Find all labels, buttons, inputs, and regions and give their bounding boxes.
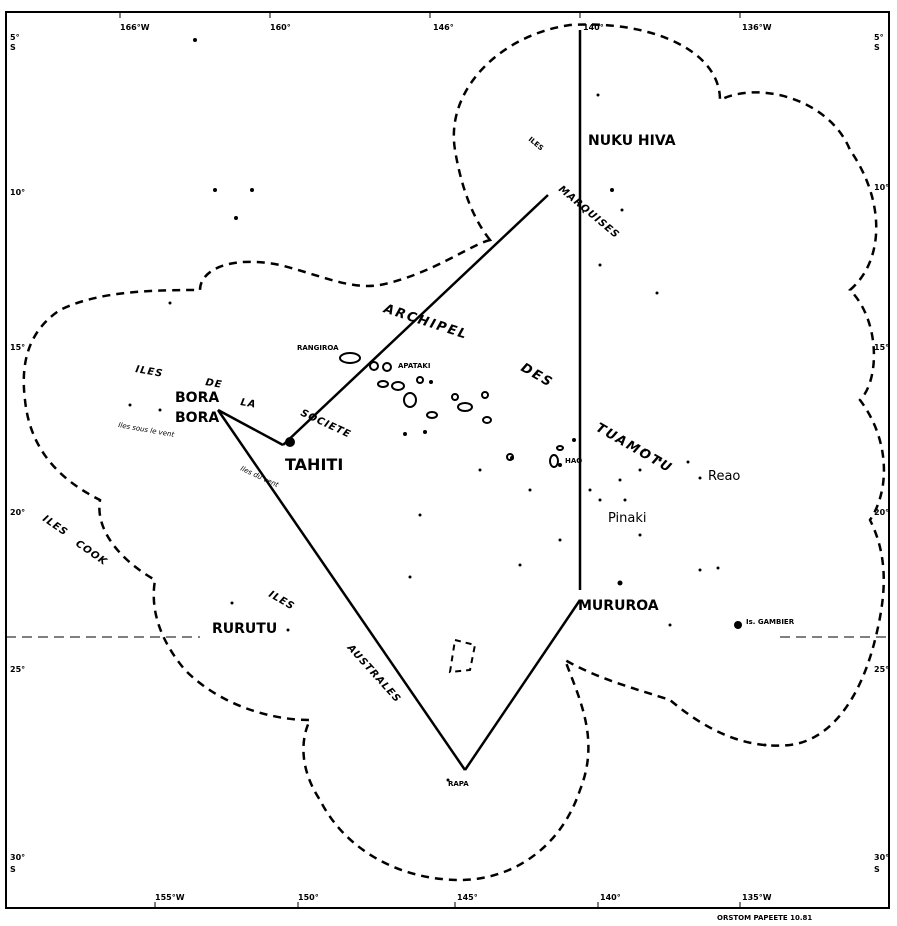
label-pinaki: Pinaki <box>608 511 647 526</box>
label-iles-sous-le-vent: Iles sous le vent <box>118 421 175 439</box>
tick-top-3: 146° <box>433 23 454 32</box>
tick-left-s2: S <box>10 865 16 874</box>
tick-top-4: 140° <box>583 23 604 32</box>
tick-right-5: 5° <box>874 33 884 42</box>
label-iles-cook-1: ILES <box>40 513 69 538</box>
tick-bottom-1: 155°W <box>155 893 185 902</box>
label-iles-marquises-2: MARQUISES <box>556 184 621 241</box>
tick-bottom-5: 135°W <box>742 893 772 902</box>
eez-boundary <box>22 23 886 882</box>
tick-right-30: 30° <box>874 853 889 862</box>
label-iles-du-vent: Iles du vent <box>239 465 280 490</box>
tick-right-25: 25° <box>874 665 889 674</box>
tick-bottom-3: 145° <box>457 893 478 902</box>
label-societe-1: ILES <box>134 364 164 380</box>
label-hao: HAO <box>565 457 582 465</box>
island-markers <box>128 38 767 782</box>
tick-top-5: 136°W <box>742 23 772 32</box>
tick-bottom-4: 140° <box>600 893 621 902</box>
tick-right-s: S <box>874 43 880 52</box>
tick-left-25: 25° <box>10 665 25 674</box>
tick-left-15: 15° <box>10 343 25 352</box>
tick-right-15: 15° <box>874 343 889 352</box>
label-tuamotu: TUAMOTU <box>593 420 675 476</box>
tick-right-20: 20° <box>874 508 889 517</box>
label-bora-2: BORA <box>175 410 219 426</box>
tick-left-20: 20° <box>10 508 25 517</box>
label-rurutu: RURUTU <box>212 621 277 637</box>
tick-top-2: 160° <box>270 23 291 32</box>
label-iles-marquises-1: ILES <box>527 135 545 152</box>
label-apataki: APATAKI <box>398 362 430 370</box>
tick-left-10: 10° <box>10 188 25 197</box>
tick-right-10: 10° <box>874 183 889 192</box>
label-rapa: RAPA <box>448 780 469 788</box>
map-credit: ORSTOM PAPEETE 10.81 <box>717 914 812 922</box>
label-iles-cook-2: COOK <box>73 538 109 568</box>
map-border <box>5 11 890 909</box>
route-lines <box>216 30 582 771</box>
tick-bottom-2: 150° <box>298 893 319 902</box>
label-archipel: ARCHIPEL <box>381 301 470 343</box>
tick-top-1: 166°W <box>120 23 150 32</box>
label-bora-1: BORA <box>175 390 219 406</box>
label-gambier: Is. GAMBIER <box>746 618 795 626</box>
eez-boundary-notch <box>448 638 477 674</box>
tick-left-30: 30° <box>10 853 25 862</box>
atoll-shapes <box>339 352 564 468</box>
tick-left-5: 5° <box>10 33 20 42</box>
label-rangiroa: RANGIROA <box>297 344 339 352</box>
label-des: DES <box>518 360 556 391</box>
label-nuku-hiva: NUKU HIVA <box>588 133 676 149</box>
label-tahiti: TAHITI <box>285 455 343 474</box>
label-mururoa: MURUROA <box>578 598 659 614</box>
label-reao: Reao <box>708 469 740 484</box>
tick-left-s: S <box>10 43 16 52</box>
graticule-ticks <box>119 12 741 908</box>
label-societe-3: LA <box>239 397 257 411</box>
label-iles-australes-2: AUSTRALES <box>344 642 403 705</box>
label-iles-australes-1: ILES <box>267 589 297 613</box>
label-societe-2: DE <box>204 377 223 391</box>
tick-right-s2: S <box>874 865 880 874</box>
